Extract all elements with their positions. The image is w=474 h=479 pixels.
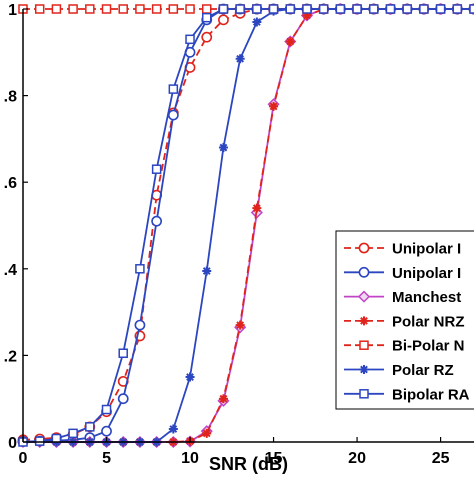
series-4-point-1 bbox=[36, 5, 44, 13]
series-3-point-12 bbox=[219, 394, 228, 403]
series-4-point-6 bbox=[119, 5, 127, 13]
series-5-point-13 bbox=[236, 54, 245, 63]
series-4-point-5 bbox=[103, 5, 111, 13]
legend-label-5: Polar RZ bbox=[392, 362, 454, 379]
series-4-point-8 bbox=[153, 5, 161, 13]
series-4-point-3 bbox=[69, 5, 77, 13]
legend-marker-5 bbox=[360, 365, 369, 374]
x-tick-label: 5 bbox=[102, 450, 111, 467]
series-3-point-13 bbox=[236, 321, 245, 330]
legend-label-6: Bipolar RA bbox=[392, 386, 470, 403]
series-4-point-11 bbox=[203, 5, 211, 13]
legend-marker-3 bbox=[360, 316, 369, 325]
y-tick-label: .8 bbox=[4, 89, 17, 106]
y-tick-label: 0 bbox=[8, 435, 17, 452]
series-6-point-4 bbox=[86, 423, 94, 431]
series-6-point-18 bbox=[320, 5, 328, 13]
y-tick-label: 1 bbox=[8, 2, 17, 19]
y-tick-label: .6 bbox=[4, 175, 17, 192]
series-6-point-12 bbox=[219, 5, 227, 13]
x-tick-label: 0 bbox=[19, 450, 28, 467]
legend-label-1: Unipolar I bbox=[392, 265, 461, 282]
legend-label-3: Polar NRZ bbox=[392, 313, 465, 330]
series-6-point-21 bbox=[370, 5, 378, 13]
legend-marker-1 bbox=[359, 268, 368, 277]
series-6-point-13 bbox=[236, 5, 244, 13]
x-tick-label: 10 bbox=[181, 450, 199, 467]
series-1-point-5 bbox=[102, 427, 111, 436]
series-1-point-8 bbox=[152, 217, 161, 226]
series-4-point-9 bbox=[169, 5, 177, 13]
series-4-point-10 bbox=[186, 5, 194, 13]
series-6-point-6 bbox=[119, 349, 127, 357]
series-6-point-23 bbox=[403, 5, 411, 13]
series-6-point-5 bbox=[103, 406, 111, 414]
x-tick-label: 20 bbox=[348, 450, 366, 467]
series-6-point-11 bbox=[203, 14, 211, 22]
x-axis-title: SNR (dB) bbox=[209, 454, 288, 474]
series-3-point-14 bbox=[252, 204, 261, 213]
legend-label-2: Manchest bbox=[392, 289, 461, 306]
series-3-point-11 bbox=[202, 429, 211, 438]
series-6-point-1 bbox=[36, 437, 44, 445]
x-tick-label: 25 bbox=[432, 450, 450, 467]
series-0-point-11 bbox=[202, 33, 211, 42]
series-6-point-17 bbox=[303, 5, 311, 13]
series-6-point-19 bbox=[336, 5, 344, 13]
series-1-point-6 bbox=[119, 394, 128, 403]
series-6-point-10 bbox=[186, 35, 194, 43]
legend: Unipolar I Unipolar I Manchest Polar NRZ Bi-… bbox=[336, 231, 474, 409]
series-4-point-4 bbox=[86, 5, 94, 13]
series-1-point-9 bbox=[169, 110, 178, 119]
y-tick-label: .4 bbox=[4, 262, 17, 279]
series-3-point-16 bbox=[286, 37, 295, 46]
series-6-point-22 bbox=[386, 5, 394, 13]
series-6-point-27 bbox=[470, 5, 474, 13]
series-6-point-14 bbox=[253, 5, 261, 13]
legend-marker-6 bbox=[360, 390, 368, 398]
series-4-point-7 bbox=[136, 5, 144, 13]
series-5-point-14 bbox=[252, 17, 261, 26]
series-6-point-9 bbox=[169, 85, 177, 93]
legend-marker-0 bbox=[359, 243, 368, 252]
legend-label-0: Unipolar I bbox=[392, 241, 461, 258]
series-5-point-12 bbox=[219, 143, 228, 152]
series-6-point-8 bbox=[153, 165, 161, 173]
series-3-point-15 bbox=[269, 102, 278, 111]
series-5-point-10 bbox=[186, 373, 195, 382]
series-6-point-3 bbox=[69, 429, 77, 437]
series-4-point-2 bbox=[52, 5, 60, 13]
series-1-point-7 bbox=[135, 320, 144, 329]
series-6-point-26 bbox=[453, 5, 461, 13]
series-6-point-7 bbox=[136, 265, 144, 273]
series-5-point-9 bbox=[169, 425, 178, 434]
series-6-point-25 bbox=[437, 5, 445, 13]
series-6-point-15 bbox=[270, 5, 278, 13]
series-6-point-16 bbox=[286, 5, 294, 13]
series-0-point-12 bbox=[219, 15, 228, 24]
legend-marker-4 bbox=[360, 341, 368, 349]
series-5-point-11 bbox=[202, 266, 211, 275]
y-tick-label: .2 bbox=[4, 348, 17, 365]
series-6-point-24 bbox=[420, 5, 428, 13]
legend-label-4: Bi-Polar N bbox=[392, 338, 465, 355]
series-6-point-20 bbox=[353, 5, 361, 13]
